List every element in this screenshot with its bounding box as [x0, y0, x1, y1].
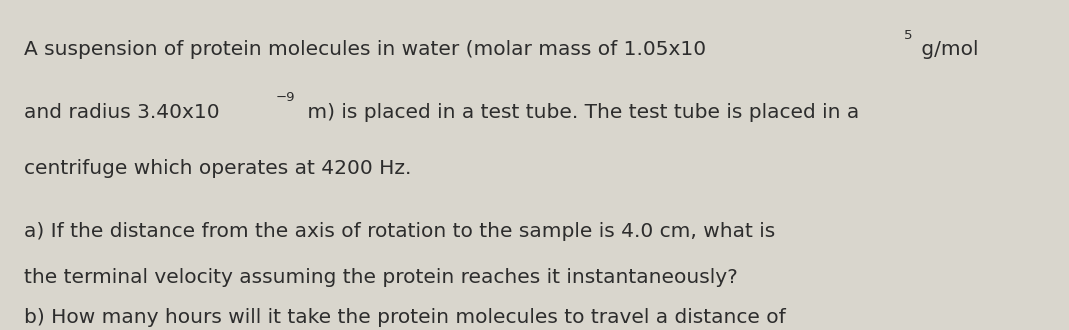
Text: a) If the distance from the axis of rotation to the sample is 4.0 cm, what is: a) If the distance from the axis of rota…: [24, 222, 775, 241]
Text: b) How many hours will it take the protein molecules to travel a distance of: b) How many hours will it take the prote…: [24, 308, 786, 327]
Text: g/mol: g/mol: [915, 40, 978, 59]
Text: centrifuge which operates at 4200 Hz.: centrifuge which operates at 4200 Hz.: [24, 159, 410, 178]
Text: A suspension of protein molecules in water (molar mass of 1.05x10: A suspension of protein molecules in wat…: [24, 40, 706, 59]
Text: m) is placed in a test tube. The test tube is placed in a: m) is placed in a test tube. The test tu…: [301, 103, 859, 122]
Text: 5: 5: [903, 29, 912, 42]
Text: the terminal velocity assuming the protein reaches it instantaneously?: the terminal velocity assuming the prote…: [24, 268, 738, 287]
Text: −9: −9: [276, 91, 295, 104]
Text: and radius 3.40x10: and radius 3.40x10: [24, 103, 219, 122]
